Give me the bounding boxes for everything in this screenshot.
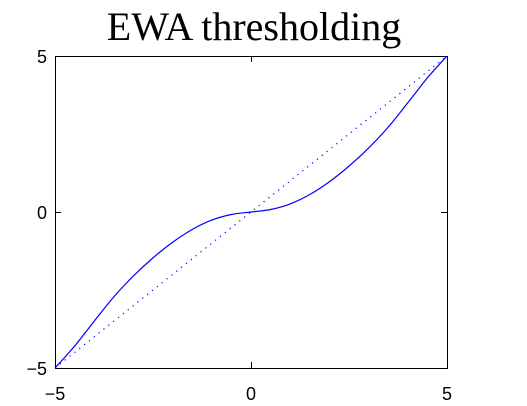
- y-tick-label-zero: 0: [37, 203, 47, 223]
- axis-tick-labels: −5 0 5 5 0 −5: [26, 47, 452, 404]
- ewa-thresholding-curve: [54, 55, 448, 369]
- axis-ticks: [55, 56, 448, 369]
- series-layer: [54, 55, 448, 369]
- x-tick-label-max: 5: [442, 384, 452, 404]
- chart-title: EWA thresholding: [107, 4, 401, 49]
- y-tick-label-max: 5: [37, 47, 47, 67]
- x-tick-label-zero: 0: [246, 384, 256, 404]
- x-tick-label-min: −5: [45, 384, 66, 404]
- y-tick-label-min: −5: [26, 359, 47, 379]
